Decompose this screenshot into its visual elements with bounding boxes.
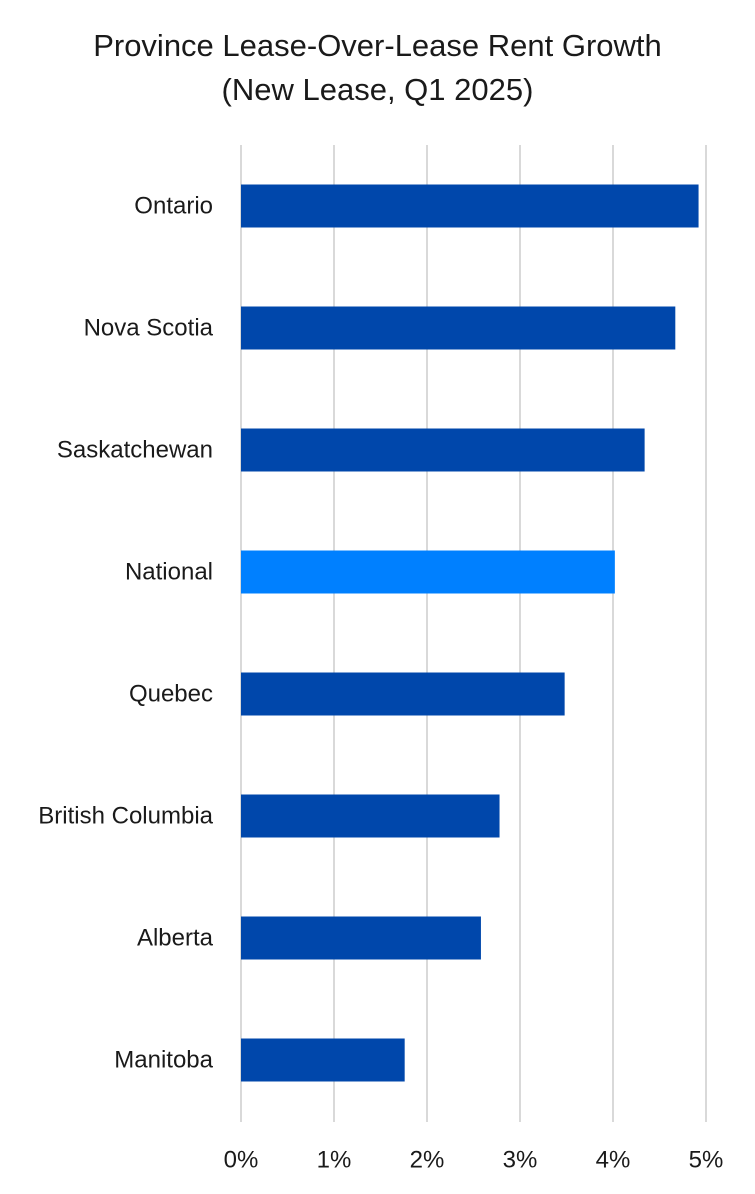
chart-title-line-1: Province Lease-Over-Lease Rent Growth	[93, 28, 662, 63]
x-tick-label: 2%	[410, 1147, 445, 1174]
category-label: Nova Scotia	[84, 315, 214, 342]
bar-british-columbia	[241, 794, 500, 838]
category-label: Alberta	[137, 925, 214, 952]
x-tick-label: 3%	[503, 1147, 538, 1174]
category-label: Manitoba	[114, 1047, 213, 1074]
bar-ontario	[241, 184, 699, 228]
x-tick-label: 1%	[317, 1147, 352, 1174]
x-tick-label: 4%	[596, 1147, 631, 1174]
chart-title-line-2: (New Lease, Q1 2025)	[221, 72, 534, 107]
x-tick-label: 5%	[689, 1147, 724, 1174]
bar-saskatchewan	[241, 428, 645, 472]
bar-national	[241, 550, 615, 594]
category-label: Ontario	[134, 193, 213, 220]
category-label: National	[125, 559, 213, 586]
bar-quebec	[241, 672, 565, 716]
bar-manitoba	[241, 1038, 405, 1082]
bar-alberta	[241, 916, 481, 960]
bar-nova-scotia	[241, 306, 676, 350]
category-label: British Columbia	[38, 803, 213, 830]
x-tick-label: 0%	[224, 1147, 259, 1174]
category-label: Quebec	[129, 681, 213, 708]
category-label: Saskatchewan	[57, 437, 213, 464]
